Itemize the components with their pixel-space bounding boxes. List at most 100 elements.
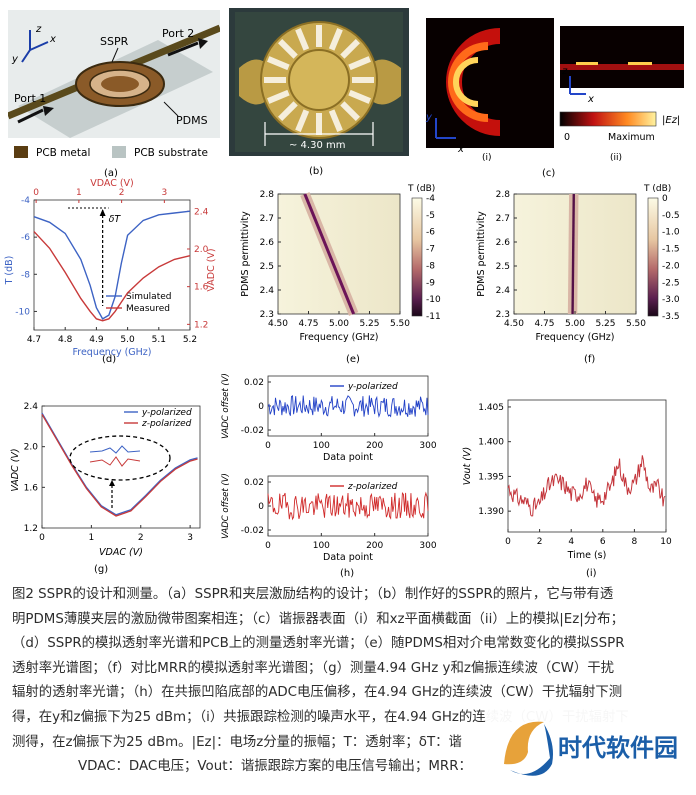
- axis-triad: z x y: [11, 24, 56, 65]
- y-axis-label: Vout (V): [462, 447, 473, 485]
- legend-label: Measured: [126, 304, 170, 314]
- c-axis-z: z: [561, 66, 568, 77]
- y2-tick-label: 2.0: [194, 245, 209, 255]
- dt-label: δT: [109, 214, 122, 225]
- dt-arrowhead: [99, 209, 106, 216]
- colorbar-title: T (dB): [407, 184, 435, 194]
- legend-label: Simulated: [126, 292, 171, 302]
- panel-label-f: (f): [584, 354, 595, 364]
- y-axis-label: PDMS permittivity: [240, 211, 251, 297]
- resonator-slot: [348, 89, 371, 104]
- ez-colorbar-min: 0: [564, 132, 570, 143]
- x-tick-label: 0: [505, 537, 511, 547]
- colorbar-tick-label: -11: [426, 312, 441, 322]
- caption-line: 透射率光谱图；（f）对比MRR的模拟透射率光谱图；（g）测量4.94 GHz y…: [12, 660, 614, 676]
- resonator-slot: [352, 77, 374, 83]
- x-tick-label: 5.50: [626, 319, 646, 329]
- panel-label-h: (h): [340, 568, 354, 578]
- x-tick-label: 100: [313, 541, 330, 551]
- panel-b-photo: ~ 4.30 mm (b): [229, 8, 409, 177]
- x2-axis-label: VDAC (V): [90, 178, 134, 189]
- axis-y-label: y: [11, 54, 19, 65]
- y-tick-label: 2.4: [496, 286, 511, 296]
- resonator-slot: [316, 25, 322, 47]
- colorbar-tick-label: -3.5: [662, 312, 680, 322]
- resonator-slot: [267, 56, 290, 71]
- x-tick-label: 4.75: [298, 319, 318, 329]
- sspr-label: SSPR: [100, 35, 129, 48]
- resonator-slot: [277, 38, 298, 59]
- y-tick-label: -6: [21, 233, 30, 243]
- x2-tick-label: 0: [33, 188, 39, 198]
- scale-label: ~ 4.30 mm: [289, 140, 345, 151]
- chart-d-transmission: (d) 4.7 4.8 4.9 5.0 5.1 5.2 -4 -6 -8 -10 0 1 2 3 2.4 2.…: [4, 178, 217, 364]
- zoom-z-trace: [89, 456, 141, 467]
- caption-line: VDAC：DAC电压；Vout：谐振跟踪方案的电压信号输出；MRR：: [78, 759, 472, 775]
- x-tick-label: 0: [265, 441, 271, 451]
- x-tick-label: 200: [366, 441, 383, 451]
- x-tick-label: 200: [366, 541, 383, 551]
- c-axis-x: x: [457, 144, 464, 155]
- y-tick-label: 1.400: [478, 438, 504, 448]
- x-axis-label: VDAC (V): [99, 547, 143, 558]
- c-axis-y: y: [425, 112, 433, 123]
- heatmap-area: [277, 193, 401, 315]
- y-tick-label: 2.7: [260, 214, 274, 224]
- panel-label-cii: (ii): [610, 153, 622, 163]
- panel-label-e: (e): [346, 354, 360, 364]
- colorbar-tick-label: -2.5: [662, 278, 680, 288]
- panel-label-i: (i): [586, 568, 597, 578]
- y-tick-label: 2.0: [24, 443, 39, 453]
- x-tick-label: 2: [138, 533, 144, 543]
- panel-a-illustration: z x y SSPR Port 2 Port 1 PDMS PCB metal …: [8, 10, 220, 179]
- x-tick-label: 2: [537, 537, 543, 547]
- resonator-slot: [295, 28, 310, 51]
- colorbar: [411, 197, 423, 317]
- colorbar-tick-label: -7: [426, 245, 435, 255]
- resonator-slot: [267, 89, 290, 104]
- y-tick-label: 2.6: [260, 238, 275, 248]
- x-tick-label: 4.7: [27, 335, 41, 345]
- ez-colorbar-max: Maximum: [608, 132, 655, 143]
- caption-line: 测得，在z偏振下为25 dBm。|Ez|：电场z分量的振幅；T：透射率；δT：谐: [12, 734, 462, 750]
- panel-label-a: (a): [104, 168, 118, 179]
- panel-label-g: (g): [94, 564, 108, 575]
- chart-g-vadc: (g) 0 1 2 3 2.4 2.0 1.6 1.2 VDAC (V) VADC (V) y-po…: [10, 402, 201, 575]
- vout-trace: [507, 455, 666, 517]
- x-tick-label: 8: [632, 537, 638, 547]
- chart-i-vout: (i) 0 2 4 6 8 10 1.405 1.400 1.395 1.390 Time (s) V…: [462, 399, 672, 578]
- y-axis-label: T (dB): [4, 256, 15, 286]
- series-line: [41, 413, 198, 517]
- y-tick-label: -0.02: [241, 526, 264, 536]
- legend-metal-swatch: [14, 146, 28, 158]
- port1-label: Port 1: [14, 92, 46, 105]
- x-tick-label: 300: [419, 541, 436, 551]
- resonator-slot: [328, 28, 343, 51]
- x-tick-label: 5.25: [359, 319, 379, 329]
- port2-label: Port 2: [162, 27, 194, 40]
- y-tick-label: 1.395: [478, 472, 504, 482]
- colorbar: [647, 197, 659, 317]
- caption-line: 图2 SSPR的设计和测量。（a）SSPR和夹层激励结构的设计；（b）制作好的S…: [12, 587, 614, 602]
- y-tick-label: -4: [21, 196, 30, 206]
- y-tick-label: 2.4: [260, 286, 275, 296]
- caption-line: 辐射的透射率光谱；（h）在共振凹陷底部的ADC电压偏移，在4.94 GHz的连续…: [12, 685, 623, 701]
- chart-e-heatmap: (e) 4.50 4.75 5.00 5.25 5.50 2.8 2.7 2.6 2.5 2.4 2…: [240, 184, 441, 364]
- resonator-slot: [340, 38, 361, 59]
- colorbar-tick-label: -8: [426, 261, 435, 271]
- x-tick-label: 4: [568, 537, 574, 547]
- y-tick-label: 2.4: [24, 402, 39, 412]
- panel-c-simulation: y x (i) z x |Ez| 0 Maximum (ii) (c): [425, 18, 684, 179]
- y-tick-label: -8: [21, 270, 30, 280]
- y-tick-label: 2.5: [260, 262, 274, 272]
- zoom-arrowhead: [109, 480, 115, 486]
- x-axis-label: Frequency (GHz): [72, 347, 151, 358]
- series-simulated: [33, 210, 191, 320]
- colorbar-tick-label: -5: [426, 211, 435, 221]
- y-axis-label: VADC offset (V): [221, 473, 231, 539]
- y-tick-label: -0.02: [241, 426, 264, 436]
- legend-label: y-polarized: [141, 408, 192, 418]
- pdms-label: PDMS: [176, 114, 208, 127]
- x2-tick-label: 1: [76, 188, 82, 198]
- c-axis-x2: x: [587, 94, 594, 105]
